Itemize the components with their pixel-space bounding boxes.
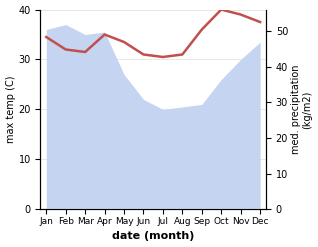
X-axis label: date (month): date (month) bbox=[112, 231, 194, 242]
Y-axis label: max temp (C): max temp (C) bbox=[5, 76, 16, 143]
Y-axis label: med. precipitation
(kg/m2): med. precipitation (kg/m2) bbox=[291, 65, 313, 154]
